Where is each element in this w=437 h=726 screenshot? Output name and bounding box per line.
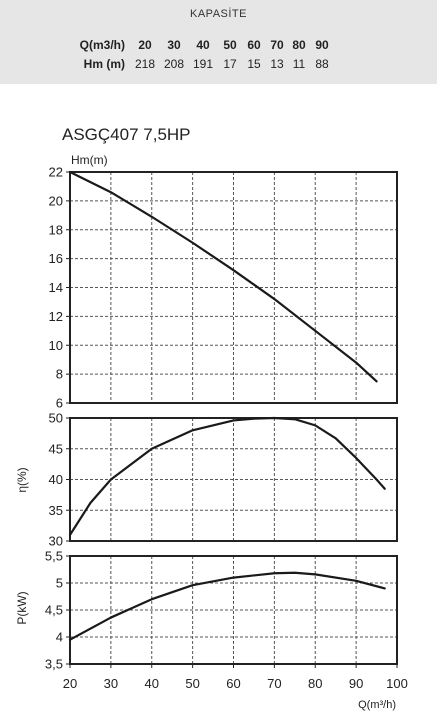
head-y-tick-label: 20 <box>49 193 63 208</box>
efficiency-y-tick-label: 50 <box>49 411 63 426</box>
capacity-q-value: 20 <box>138 38 152 52</box>
capacity-h-value: 208 <box>163 57 185 71</box>
head-y-tick-label: 18 <box>49 222 63 237</box>
flow-x-tick-label: 50 <box>185 676 199 691</box>
capacity-q-value: 50 <box>223 38 237 52</box>
flow-axis-label: Q(m³/h) <box>358 699 396 711</box>
head-plot-frame <box>69 171 398 404</box>
chart-title: ASGÇ407 7,5HP <box>62 125 191 144</box>
efficiency-y-tick-label: 30 <box>49 534 63 549</box>
power-y-tick-label: 4 <box>56 630 63 645</box>
capacity-q-label: Q(m3/h) <box>79 38 125 52</box>
head-curve <box>68 170 378 383</box>
efficiency-y-tick-label: 35 <box>49 503 63 518</box>
flow-x-tick-label: 60 <box>226 676 240 691</box>
capacity-h-label: Hm (m) <box>83 57 125 71</box>
power-axis-label: P(kW) <box>15 591 29 624</box>
power-y-tick-label: 3,5 <box>45 657 63 672</box>
capacity-h-value: 218 <box>134 57 156 71</box>
flow-x-tick-label: 90 <box>349 676 363 691</box>
power-y-tick-label: 5 <box>56 576 63 591</box>
capacity-q-value: 90 <box>315 38 329 52</box>
flow-x-tick-label: 80 <box>308 676 322 691</box>
power-curve <box>68 571 386 641</box>
power-y-tick-label: 5,5 <box>45 549 63 564</box>
efficiency-plot-frame <box>69 417 398 542</box>
flow-x-tick-label: 40 <box>145 676 159 691</box>
capacity-h-value: 191 <box>192 57 214 71</box>
capacity-h-value: 88 <box>315 57 329 71</box>
flow-x-tick-label: 70 <box>267 676 281 691</box>
flow-x-tick-label: 20 <box>63 676 77 691</box>
efficiency-curve <box>68 416 386 536</box>
capacity-h-value: 11 <box>292 57 306 71</box>
head-y-tick-label: 8 <box>56 367 63 382</box>
power-y-tick-label: 4,5 <box>45 603 63 618</box>
capacity-title: KAPASİTE <box>190 8 247 20</box>
flow-x-tick-label: 30 <box>104 676 118 691</box>
capacity-h-value: 13 <box>270 57 284 71</box>
head-y-tick-label: 6 <box>56 396 63 411</box>
efficiency-axis-label: η(%) <box>15 467 29 492</box>
head-y-tick-label: 10 <box>49 338 63 353</box>
head-axis-label: Hm(m) <box>71 153 108 167</box>
capacity-table: Q(m3/h) Hm (m) 20 30 40 50 60 70 80 90 218 208 19… <box>0 38 437 78</box>
capacity-q-value: 60 <box>247 38 261 52</box>
flow-x-tick-label: 100 <box>386 676 408 691</box>
capacity-q-value: 70 <box>270 38 284 52</box>
capacity-panel: KAPASİTE Q(m3/h) Hm (m) 20 30 40 50 60 70 80 90… <box>0 0 437 84</box>
capacity-q-value: 80 <box>292 38 306 52</box>
head-y-tick-label: 12 <box>49 309 63 324</box>
capacity-h-value: 15 <box>247 57 261 71</box>
capacity-q-value: 30 <box>167 38 181 52</box>
capacity-q-value: 40 <box>196 38 210 52</box>
capacity-h-value: 17 <box>223 57 237 71</box>
head-y-tick-label: 16 <box>49 251 63 266</box>
head-y-tick-label: 14 <box>49 280 63 295</box>
efficiency-y-tick-label: 45 <box>49 441 63 456</box>
efficiency-y-tick-label: 40 <box>49 472 63 487</box>
head-y-tick-label: 22 <box>49 165 63 180</box>
